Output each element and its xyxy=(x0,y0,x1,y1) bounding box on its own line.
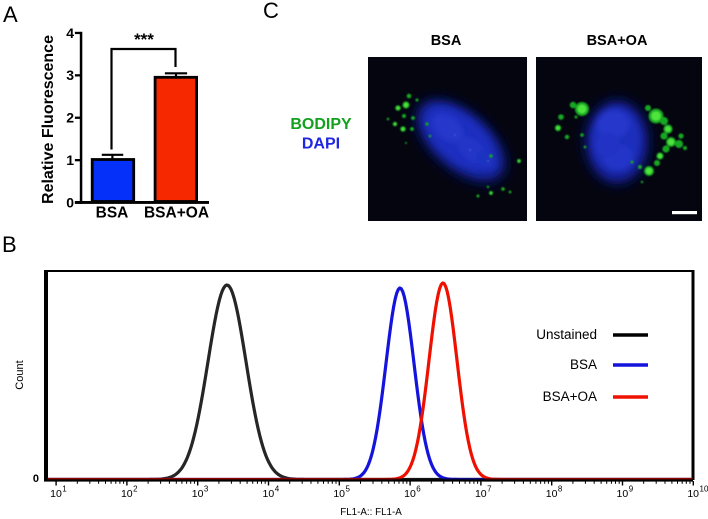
svg-text:6: 6 xyxy=(416,485,421,494)
svg-text:10: 10 xyxy=(50,488,62,500)
svg-text:0: 0 xyxy=(66,194,74,210)
svg-text:BSA: BSA xyxy=(570,357,597,372)
svg-text:1: 1 xyxy=(66,152,74,168)
svg-text:FL1-A:: FL1-A: FL1-A:: FL1-A xyxy=(340,507,402,518)
svg-text:3: 3 xyxy=(204,485,209,494)
svg-text:0: 0 xyxy=(33,473,39,485)
svg-text:10: 10 xyxy=(546,488,558,500)
svg-text:C: C xyxy=(263,0,279,23)
svg-text:7: 7 xyxy=(487,485,492,494)
svg-text:10: 10 xyxy=(687,488,699,500)
svg-text:Relative Fluorescence: Relative Fluorescence xyxy=(40,35,57,204)
svg-text:BSA+OA: BSA+OA xyxy=(587,33,648,49)
svg-text:BSA+OA: BSA+OA xyxy=(144,205,209,222)
svg-text:DAPI: DAPI xyxy=(302,136,340,153)
svg-text:10: 10 xyxy=(617,488,629,500)
svg-text:8: 8 xyxy=(558,485,563,494)
svg-text:10: 10 xyxy=(121,488,133,500)
svg-text:4: 4 xyxy=(275,485,280,494)
svg-text:4: 4 xyxy=(66,25,74,41)
svg-text:B: B xyxy=(2,232,17,257)
svg-text:Unstained: Unstained xyxy=(536,327,597,342)
svg-text:9: 9 xyxy=(629,485,634,494)
svg-text:10: 10 xyxy=(192,488,204,500)
svg-text:A: A xyxy=(3,2,18,27)
svg-text:BSA: BSA xyxy=(431,33,462,49)
svg-text:BSA: BSA xyxy=(96,205,129,222)
svg-text:1: 1 xyxy=(62,485,67,494)
svg-text:10: 10 xyxy=(404,488,416,500)
svg-text:10: 10 xyxy=(475,488,487,500)
svg-text:10: 10 xyxy=(333,488,345,500)
svg-text:Count: Count xyxy=(14,360,26,389)
svg-text:10: 10 xyxy=(263,488,275,500)
svg-text:2: 2 xyxy=(133,485,138,494)
svg-text:5: 5 xyxy=(346,485,351,494)
svg-text:BODIPY: BODIPY xyxy=(290,116,352,133)
svg-text:***: *** xyxy=(134,30,154,49)
svg-text:10: 10 xyxy=(700,485,708,494)
svg-text:2: 2 xyxy=(66,110,74,126)
svg-text:BSA+OA: BSA+OA xyxy=(543,389,597,404)
svg-text:3: 3 xyxy=(66,67,74,83)
